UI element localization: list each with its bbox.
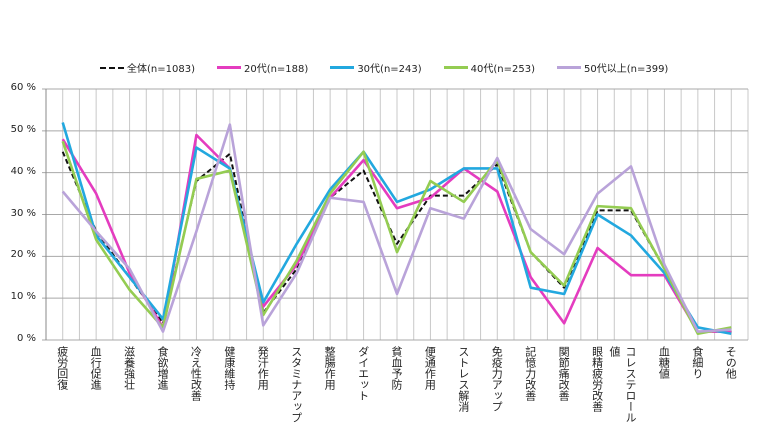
- x-tick-label: 冷え性改善: [189, 346, 203, 401]
- y-tick-label: 20 %: [10, 249, 36, 261]
- legend-label: 30代(n=243): [357, 64, 422, 75]
- x-tick-label: 眼精疲労改善: [590, 346, 604, 412]
- legend-item: 30代(n=243): [330, 60, 422, 75]
- x-tick-label: 滋養強壮: [122, 346, 136, 390]
- x-tick-label: 血行促進: [89, 346, 103, 390]
- x-tick-label: ストレス解消: [456, 346, 470, 412]
- y-tick-label: 30 %: [10, 207, 36, 219]
- x-tick-label: 便通作用: [423, 346, 437, 390]
- y-tick-label: 40 %: [10, 165, 36, 177]
- y-tick-label: 50 %: [10, 123, 36, 135]
- x-tick-label: 記憶力改善: [523, 346, 537, 401]
- legend-label: 50代以上(n=399): [584, 64, 669, 75]
- legend-item: 20代(n=188): [216, 60, 309, 75]
- legend-swatch: [100, 66, 124, 69]
- x-tick-label: 健康維持: [222, 346, 236, 390]
- x-tick-label: 食細り: [690, 346, 704, 379]
- legend-item: 50代以上(n=399): [557, 60, 668, 75]
- legend-swatch: [557, 66, 581, 69]
- y-tick-label: 60 %: [10, 82, 36, 93]
- legend-swatch: [443, 66, 468, 69]
- y-tick-label: 10 %: [10, 291, 36, 303]
- legend-swatch: [330, 66, 355, 69]
- legend-swatch: [216, 66, 241, 69]
- x-tick-label: コレステロール値: [608, 346, 637, 423]
- x-tick-label: ダイエット: [356, 346, 370, 401]
- x-tick-label: 血糖値: [657, 346, 671, 379]
- legend: 全体(n=1083) 20代(n=188) 30代(n=243) 40代(n=253)…: [100, 60, 668, 75]
- legend-item: 全体(n=1083): [100, 60, 195, 75]
- x-tick-label: 発汗作用: [256, 346, 270, 390]
- x-tick-label: 疲労回復: [55, 346, 69, 390]
- x-tick-label: 免疫力アップ: [490, 346, 504, 412]
- legend-label: 全体(n=1083): [127, 64, 195, 75]
- x-tick-label: スタミナアップ: [289, 346, 303, 423]
- y-tick-label: 0 %: [16, 333, 36, 344]
- legend-label: 40代(n=253): [470, 64, 535, 75]
- x-tick-label: その他: [724, 346, 738, 379]
- x-tick-label: 食欲増進: [156, 346, 169, 390]
- x-tick-label: 貧血予防: [390, 346, 403, 390]
- legend-item: 40代(n=253): [443, 60, 535, 75]
- x-tick-label: 関節痛改善: [557, 346, 571, 401]
- x-tick-label: 整腸作用: [323, 346, 337, 390]
- legend-label: 20代(n=188): [243, 64, 309, 75]
